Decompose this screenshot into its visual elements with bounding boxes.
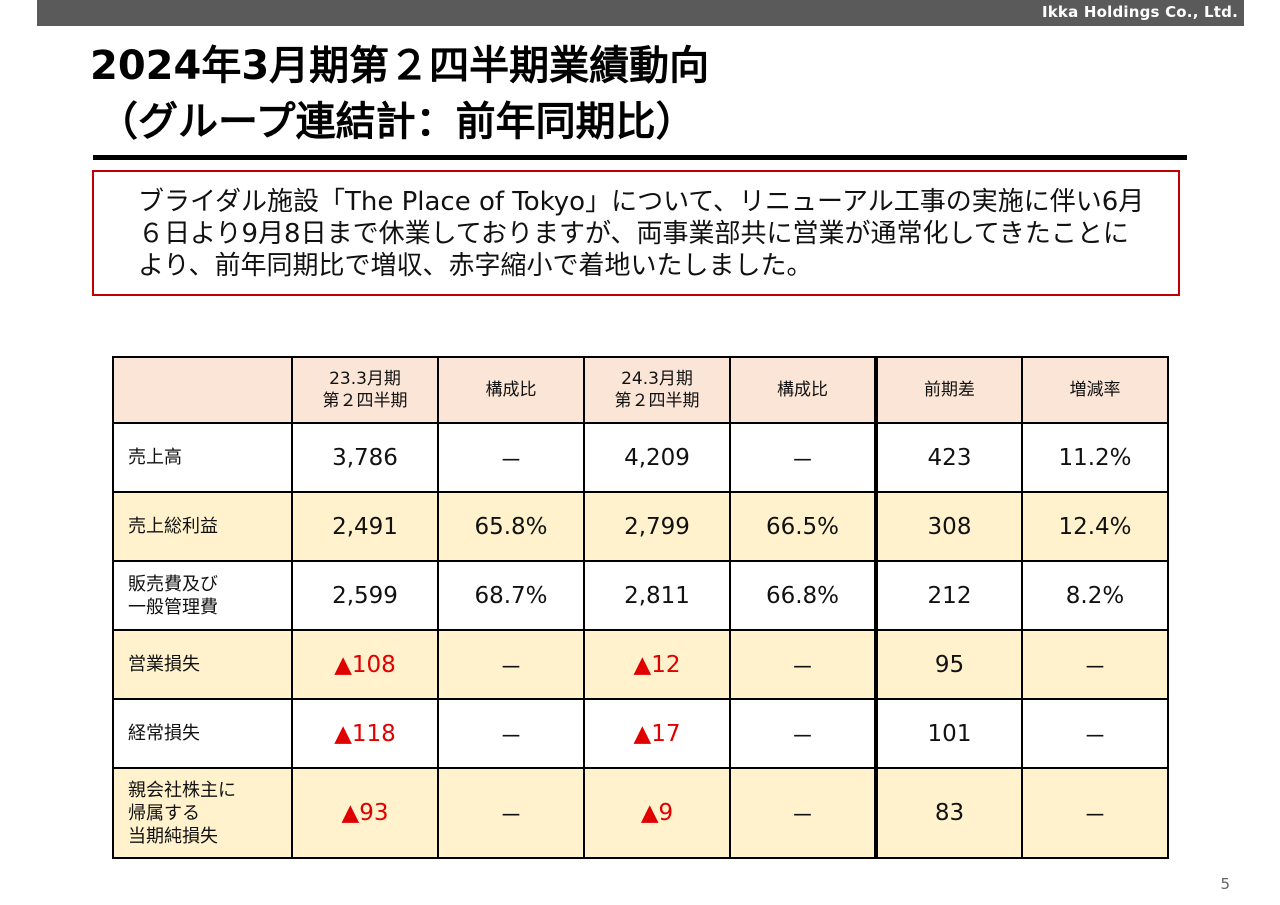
table-cell: － <box>1021 767 1169 859</box>
table-cell: － <box>729 698 877 769</box>
table-cell-negative: ▲118 <box>291 698 439 769</box>
table-cell: 66.5% <box>729 491 877 562</box>
table-cell: 212 <box>874 560 1023 631</box>
row-label: 売上総利益 <box>112 491 293 562</box>
table-cell: 8.2% <box>1021 560 1169 631</box>
table-cell-negative: ▲93 <box>291 767 439 859</box>
table-cell: 66.8% <box>729 560 877 631</box>
table-cell: 2,599 <box>291 560 439 631</box>
table-cell: － <box>437 698 585 769</box>
table-cell: － <box>437 422 585 493</box>
header-curr-period: 24.3月期 第２四半期 <box>583 356 731 424</box>
title-divider <box>93 155 1187 160</box>
header-corner-cell <box>112 356 293 424</box>
table-cell: 11.2% <box>1021 422 1169 493</box>
table-row: 経常損失 ▲118 － ▲17 － 101 － <box>112 698 1169 769</box>
top-bar: Ikka Holdings Co., Ltd. <box>37 0 1244 26</box>
header-prev-ratio: 構成比 <box>437 356 585 424</box>
title-line-2: （グループ連結計：前年同期比） <box>98 99 696 145</box>
company-name: Ikka Holdings Co., Ltd. <box>1041 3 1238 21</box>
page-number: 5 <box>1220 875 1230 893</box>
table-cell: 3,786 <box>291 422 439 493</box>
table-cell: 101 <box>874 698 1023 769</box>
table-header-row: 23.3月期 第２四半期 構成比 24.3月期 第２四半期 構成比 前期差 増減… <box>112 356 1169 424</box>
table-cell: － <box>729 767 877 859</box>
table-cell-negative: ▲12 <box>583 629 731 700</box>
table-cell: 308 <box>874 491 1023 562</box>
table-cell: － <box>1021 629 1169 700</box>
table-cell: － <box>1021 698 1169 769</box>
header-difference: 前期差 <box>874 356 1023 424</box>
notice-box: ブライダル施設「The Place of Tokyo」について、リニューアル工事… <box>92 170 1180 296</box>
row-label: 販売費及び 一般管理費 <box>112 560 293 631</box>
row-label: 経常損失 <box>112 698 293 769</box>
header-change-rate: 増減率 <box>1021 356 1169 424</box>
table-cell: － <box>729 422 877 493</box>
table-cell-negative: ▲9 <box>583 767 731 859</box>
table-cell: 12.4% <box>1021 491 1169 562</box>
table-cell: － <box>729 629 877 700</box>
table-cell: 423 <box>874 422 1023 493</box>
table-cell: 83 <box>874 767 1023 859</box>
table-cell: － <box>437 629 585 700</box>
table-row: 販売費及び 一般管理費 2,599 68.7% 2,811 66.8% 212 … <box>112 560 1169 631</box>
page-title: 2024年3月期第２四半期業績動向 （グループ連結計：前年同期比） <box>90 38 709 150</box>
notice-text: ブライダル施設「The Place of Tokyo」について、リニューアル工事… <box>138 187 1145 281</box>
table-cell: － <box>437 767 585 859</box>
table-cell: 95 <box>874 629 1023 700</box>
title-line-1: 2024年3月期第２四半期業績動向 <box>90 43 710 89</box>
table-row: 親会社株主に 帰属する 当期純損失 ▲93 － ▲9 － 83 － <box>112 767 1169 859</box>
header-curr-ratio: 構成比 <box>729 356 877 424</box>
table-cell: 2,799 <box>583 491 731 562</box>
table-cell: 4,209 <box>583 422 731 493</box>
table-row: 売上総利益 2,491 65.8% 2,799 66.5% 308 12.4% <box>112 491 1169 562</box>
table-cell: 2,491 <box>291 491 439 562</box>
table-cell-negative: ▲108 <box>291 629 439 700</box>
header-prev-period: 23.3月期 第２四半期 <box>291 356 439 424</box>
table-cell: 65.8% <box>437 491 585 562</box>
row-label: 営業損失 <box>112 629 293 700</box>
row-label: 売上高 <box>112 422 293 493</box>
row-label: 親会社株主に 帰属する 当期純損失 <box>112 767 293 859</box>
table-cell: 68.7% <box>437 560 585 631</box>
table-cell: 2,811 <box>583 560 731 631</box>
financial-table: 23.3月期 第２四半期 構成比 24.3月期 第２四半期 構成比 前期差 増減… <box>112 356 1169 859</box>
table-cell-negative: ▲17 <box>583 698 731 769</box>
table-row: 売上高 3,786 － 4,209 － 423 11.2% <box>112 422 1169 493</box>
table-row: 営業損失 ▲108 － ▲12 － 95 － <box>112 629 1169 700</box>
